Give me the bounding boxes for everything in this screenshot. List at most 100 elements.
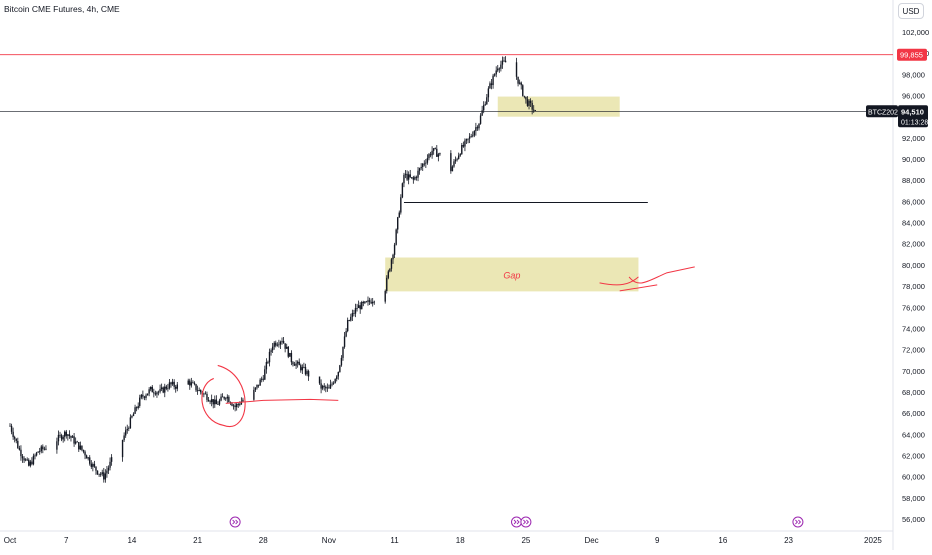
candle-body xyxy=(96,470,99,475)
candle-body xyxy=(351,313,354,317)
zone-rectangle[interactable] xyxy=(497,96,620,117)
candle-body xyxy=(523,95,526,97)
candle-body xyxy=(81,445,83,450)
candle-body xyxy=(290,352,293,363)
candle-body xyxy=(175,386,177,389)
y-axis-tick-label: 90,000 xyxy=(902,155,925,164)
candle-body xyxy=(282,340,285,344)
zone-rectangle[interactable] xyxy=(385,257,639,292)
x-axis-tick-label: 28 xyxy=(259,536,268,545)
candle-body xyxy=(531,103,533,110)
candle-body xyxy=(32,455,35,465)
candle-body xyxy=(331,383,333,385)
candle-body xyxy=(329,384,332,389)
y-axis-tick-label: 84,000 xyxy=(902,219,925,228)
candle-body xyxy=(150,386,152,390)
candle-body xyxy=(109,461,111,468)
candle-body xyxy=(212,399,214,405)
y-axis-tick-label: 58,000 xyxy=(902,494,925,503)
candle-body xyxy=(453,161,455,167)
candle-body xyxy=(65,431,67,436)
candle-body xyxy=(168,382,171,389)
candle-body xyxy=(473,131,476,136)
candle-body xyxy=(321,385,324,389)
candle-body xyxy=(320,383,322,389)
candle-body xyxy=(465,139,468,141)
candle-body xyxy=(306,371,308,375)
candle-body xyxy=(393,244,396,255)
candle-body xyxy=(265,362,268,370)
support-trendline-annotation[interactable] xyxy=(225,398,339,404)
candle-body xyxy=(171,381,174,385)
candle-body xyxy=(406,173,408,180)
candle-body xyxy=(417,170,419,178)
arrow-scribble-annotation[interactable] xyxy=(599,266,695,292)
candle-body xyxy=(254,387,257,390)
circle-annotation[interactable] xyxy=(201,364,246,428)
candle-body xyxy=(165,386,168,389)
candle-body xyxy=(362,302,365,304)
candle-body xyxy=(518,82,521,84)
y-axis-tick-label: 76,000 xyxy=(902,303,925,312)
candle-body xyxy=(56,441,58,450)
candle-body xyxy=(528,100,530,106)
x-axis-tick-label: Nov xyxy=(322,536,336,545)
candle-body xyxy=(235,404,238,408)
candle-body xyxy=(517,76,519,84)
candle-body xyxy=(295,363,297,366)
candle-body xyxy=(74,441,77,444)
candle-body xyxy=(196,390,199,392)
candle-body xyxy=(23,458,25,461)
candle-body xyxy=(156,392,158,395)
candle-body xyxy=(106,470,108,474)
candle-body xyxy=(137,405,139,409)
candle-body xyxy=(354,308,357,314)
last-price-badge xyxy=(898,105,928,128)
candle-body xyxy=(423,163,425,165)
candle-body xyxy=(370,301,372,304)
candle-body xyxy=(239,404,241,406)
candle-body xyxy=(268,351,271,363)
candle-body xyxy=(198,390,200,391)
candle-body xyxy=(400,197,402,213)
candle-body xyxy=(132,413,135,417)
candle-body xyxy=(121,440,124,458)
candle-body xyxy=(210,399,213,403)
candle-body xyxy=(95,466,97,471)
currency-button[interactable]: USD xyxy=(898,3,924,19)
candle-body xyxy=(104,473,107,480)
countdown-text: 01:13:28 xyxy=(901,119,928,126)
candle-body xyxy=(501,60,504,65)
x-axis-tick-label: 16 xyxy=(718,536,727,545)
candle-body xyxy=(340,357,343,366)
candle-body xyxy=(159,389,161,392)
candle-body xyxy=(328,387,330,389)
candle-body xyxy=(129,417,132,429)
candle-body xyxy=(167,388,169,390)
candle-body xyxy=(439,153,441,155)
candle-body xyxy=(217,404,219,405)
candle-body xyxy=(35,452,38,456)
candle-body xyxy=(92,463,94,467)
candle-body xyxy=(206,393,208,400)
candle-body xyxy=(203,393,205,395)
candle-body xyxy=(15,438,17,441)
candle-body xyxy=(497,68,499,71)
candle-body xyxy=(522,85,524,96)
candle-body xyxy=(476,127,479,129)
candle-body xyxy=(162,387,164,393)
candle-body xyxy=(223,396,225,399)
candle-body xyxy=(356,308,358,309)
red-price-badge-text: 99,855 xyxy=(900,51,923,60)
candle-body xyxy=(193,382,196,385)
candle-body xyxy=(404,173,407,175)
candle-body xyxy=(479,115,482,124)
candle-body xyxy=(384,291,386,302)
y-axis-tick-label: 80,000 xyxy=(902,261,925,270)
y-axis-tick-label: 86,000 xyxy=(902,197,925,206)
candle-body xyxy=(67,434,69,436)
candle-body xyxy=(260,378,263,380)
x-axis-tick-label: 14 xyxy=(127,536,136,545)
